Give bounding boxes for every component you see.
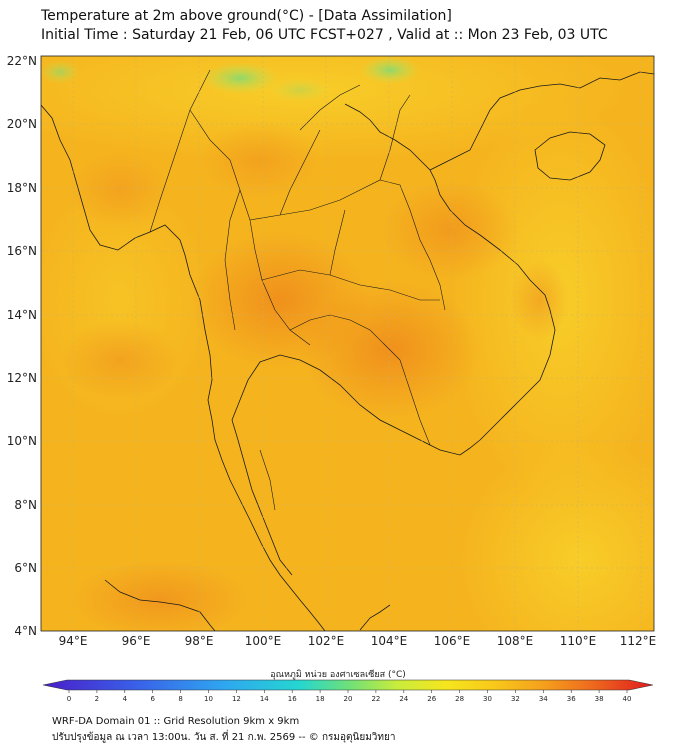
lat-label: 18°N — [7, 181, 37, 195]
colorbar-tick-label: 28 — [455, 695, 464, 703]
colorbar-tick-label: 4 — [123, 695, 128, 703]
colorbar: 0 2 4 6 8 10 12 14 16 18 20 22 24 26 28 30 32 34 36 38 40 — [42, 679, 654, 703]
colorbar-tick-label: 36 — [567, 695, 576, 703]
lat-label: 10°N — [7, 434, 37, 448]
colorbar-tick-label: 18 — [316, 695, 325, 703]
lon-label: 98°E — [185, 634, 214, 648]
graticule — [41, 56, 654, 631]
longitude-labels: 94°E 96°E 98°E 100°E 102°E 104°E 106°E 1… — [59, 634, 657, 648]
colorbar-tick-label: 10 — [204, 695, 213, 703]
lat-label: 20°N — [7, 117, 37, 131]
colorbar-title: อุณหภูมิ หน่วย องศาเซลเซียส (°C) — [270, 670, 406, 680]
temperature-field — [41, 56, 654, 631]
colorbar-tick-label: 24 — [399, 695, 408, 703]
colorbar-tick-label: 22 — [371, 695, 380, 703]
colorbar-bar — [42, 679, 654, 691]
lon-label: 112°E — [620, 634, 657, 648]
lon-label: 100°E — [245, 634, 282, 648]
lon-label: 94°E — [59, 634, 88, 648]
footer-line-1: WRF-DA Domain 01 :: Grid Resolution 9km … — [52, 716, 300, 727]
lon-label: 102°E — [308, 634, 345, 648]
lon-label: 106°E — [434, 634, 471, 648]
footer-line-2: ปรับปรุงข้อมูล ณ เวลา 13:00น. วัน ส. ที่… — [52, 732, 396, 743]
colorbar-tick-label: 40 — [623, 695, 632, 703]
colorbar-tick-label: 16 — [288, 695, 297, 703]
lon-label: 104°E — [371, 634, 408, 648]
provincial-borders — [149, 69, 446, 511]
lat-label: 16°N — [7, 244, 37, 258]
lat-label: 6°N — [14, 561, 37, 575]
lon-label: 110°E — [560, 634, 597, 648]
lat-label: 22°N — [7, 54, 37, 68]
colorbar-tick-label: 12 — [232, 695, 241, 703]
colorbar-tick-label: 34 — [539, 695, 548, 703]
lat-label: 12°N — [7, 371, 37, 385]
colorbar-tick-label: 14 — [260, 695, 269, 703]
colorbar-tick-label: 26 — [427, 695, 436, 703]
lon-label: 96°E — [122, 634, 151, 648]
lat-label: 4°N — [14, 624, 37, 638]
colorbar-tick-label: 2 — [95, 695, 99, 703]
colorbar-ticks: 0 2 4 6 8 10 12 14 16 18 20 22 24 26 28 30 32 34 36 38 40 — [67, 690, 632, 703]
map-subtitle: Initial Time : Saturday 21 Feb, 06 UTC F… — [41, 27, 608, 43]
colorbar-tick-label: 0 — [67, 695, 71, 703]
latitude-labels: 22°N 20°N 18°N 16°N 14°N 12°N 10°N 8°N 6… — [7, 54, 37, 638]
colorbar-tick-label: 30 — [483, 695, 492, 703]
colorbar-tick-label: 20 — [344, 695, 353, 703]
colorbar-tick-label: 8 — [178, 695, 182, 703]
map-frame — [40, 55, 655, 632]
colorbar-tick-label: 32 — [511, 695, 520, 703]
coastlines — [41, 71, 654, 631]
lon-label: 108°E — [497, 634, 534, 648]
lat-label: 8°N — [14, 498, 37, 512]
colorbar-tick-label: 38 — [595, 695, 604, 703]
colorbar-tick-label: 6 — [150, 695, 155, 703]
map-title: Temperature at 2m above ground(°C) - [Da… — [41, 8, 452, 24]
lat-label: 14°N — [7, 308, 37, 322]
